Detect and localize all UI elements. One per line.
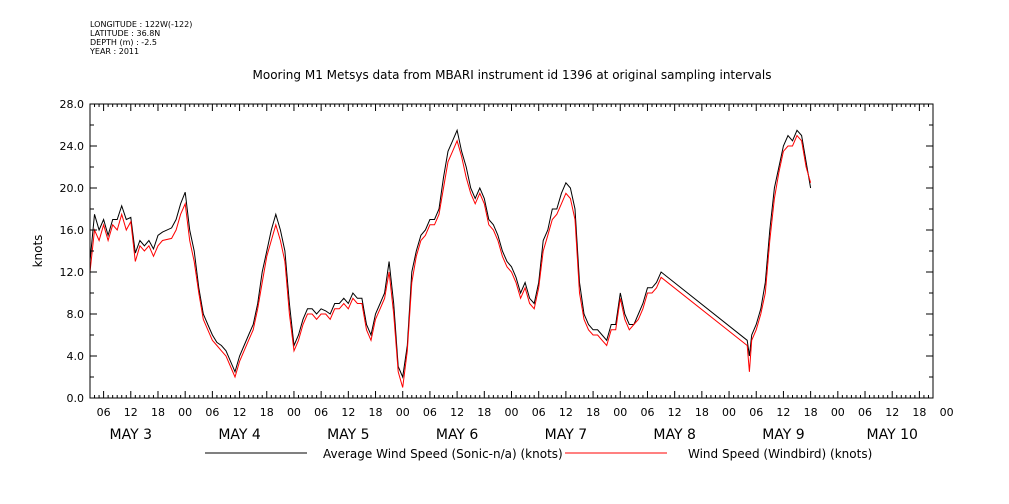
meta-longitude: LONGITUDE : 122W(-122) — [90, 20, 193, 29]
x-hour-label: 12 — [885, 406, 899, 419]
x-day-label: MAY 8 — [653, 427, 695, 443]
x-day-label: MAY 7 — [545, 427, 587, 443]
y-tick-label: 20.0 — [60, 182, 85, 195]
x-day-label: MAY 9 — [762, 427, 804, 443]
x-hour-label: 00 — [287, 406, 301, 419]
x-hour-label: 18 — [804, 406, 818, 419]
plot-area — [89, 128, 812, 388]
x-hour-label: 12 — [450, 406, 464, 419]
x-hour-label: 18 — [586, 406, 600, 419]
y-tick-label: 28.0 — [60, 98, 85, 111]
x-hour-label: 06 — [314, 406, 328, 419]
x-hour-label: 00 — [396, 406, 410, 419]
y-axis-label: knots — [31, 235, 45, 268]
x-hour-label: 06 — [640, 406, 654, 419]
y-tick-label: 24.0 — [60, 140, 85, 153]
x-hour-label: 12 — [233, 406, 247, 419]
x-hour-label: 00 — [613, 406, 627, 419]
meta-year: YEAR : 2011 — [90, 47, 140, 56]
x-day-label: MAY 3 — [110, 427, 152, 443]
metadata-block: LONGITUDE : 122W(-122) LATITUDE : 36.8N … — [90, 20, 192, 56]
x-hour-label: 12 — [559, 406, 573, 419]
x-hour-label: 18 — [477, 406, 491, 419]
x-hour-label: 18 — [695, 406, 709, 419]
x-hour-label: 06 — [532, 406, 546, 419]
x-hour-label: 18 — [260, 406, 274, 419]
y-tick-label: 8.0 — [67, 308, 85, 321]
x-hour-label: 00 — [722, 406, 736, 419]
x-day-label: MAY 4 — [218, 427, 261, 443]
x-hour-label: 12 — [776, 406, 790, 419]
x-hour-label: 06 — [423, 406, 437, 419]
x-hour-label: 06 — [97, 406, 111, 419]
x-day-label: MAY 6 — [436, 427, 479, 443]
legend: Average Wind Speed (Sonic-n/a) (knots) W… — [205, 447, 872, 461]
series-line-0 — [89, 128, 812, 379]
axes: 0.0 4.0 8.0 12.0 16.0 20.0 24.0 28.0 06 12 18 00 06 1… — [60, 98, 954, 443]
y-tick-label: 0.0 — [67, 392, 85, 405]
x-hour-label: 18 — [369, 406, 383, 419]
x-hour-label: 12 — [341, 406, 355, 419]
y-tick-label: 4.0 — [67, 350, 85, 363]
series-line-1 — [89, 134, 812, 388]
legend-label-average-wind-speed: Average Wind Speed (Sonic-n/a) (knots) — [323, 447, 563, 461]
x-hour-label: 12 — [124, 406, 138, 419]
x-hour-label: 06 — [858, 406, 872, 419]
x-hour-label: 18 — [912, 406, 926, 419]
legend-label-windbird-wind-speed: Wind Speed (Windbird) (knots) — [688, 447, 872, 461]
x-hour-label: 06 — [205, 406, 219, 419]
y-tick-label: 12.0 — [60, 266, 85, 279]
chart-title: Mooring M1 Metsys data from MBARI instru… — [253, 68, 772, 82]
x-hour-label: 12 — [668, 406, 682, 419]
x-hour-label: 00 — [505, 406, 519, 419]
x-hour-label: 18 — [151, 406, 165, 419]
x-hour-label: 00 — [940, 406, 954, 419]
x-day-label: MAY 5 — [327, 427, 369, 443]
meta-latitude: LATITUDE : 36.8N — [90, 29, 161, 38]
x-hour-label: 00 — [178, 406, 192, 419]
y-tick-label: 16.0 — [60, 224, 85, 237]
x-day-label: MAY 10 — [867, 427, 918, 443]
plot-frame — [89, 103, 934, 399]
x-hour-label: 06 — [749, 406, 763, 419]
x-hour-label: 00 — [831, 406, 845, 419]
meta-depth: DEPTH (m) : -2.5 — [90, 38, 157, 47]
